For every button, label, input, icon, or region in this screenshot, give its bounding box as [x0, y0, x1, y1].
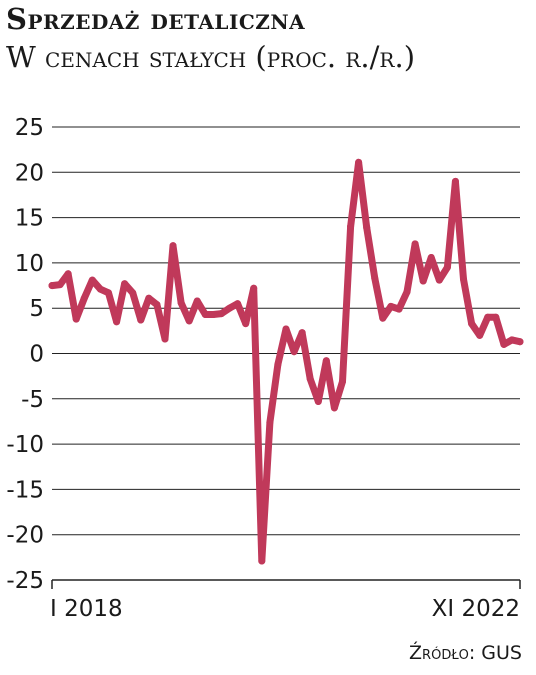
data-point: [185, 317, 193, 325]
data-point: [258, 557, 266, 565]
x-tick-label-end: XI 2022: [432, 596, 520, 622]
grid-lines: [52, 126, 520, 581]
data-point: [322, 357, 330, 365]
data-point: [169, 242, 177, 250]
data-point: [104, 289, 112, 297]
data-point: [298, 329, 306, 337]
data-point: [88, 276, 96, 284]
data-point: [121, 280, 129, 288]
data-point: [290, 348, 298, 356]
y-axis-ticks: 25 20 15 10 5 0 -5 -10 -15 -20 -25: [6, 115, 44, 594]
data-point: [476, 331, 484, 339]
data-point: [371, 274, 379, 282]
data-point: [72, 315, 80, 323]
data-point: [314, 398, 322, 406]
data-point: [274, 360, 282, 368]
data-point: [411, 240, 419, 248]
y-tick-label: 0: [29, 342, 44, 368]
data-point: [129, 289, 137, 297]
data-point: [201, 311, 209, 319]
data-point: [443, 263, 451, 271]
chart-subtitle: W cenach stałych (proc. r./r.): [6, 40, 416, 74]
series-layer: [48, 158, 524, 565]
data-point: [427, 253, 435, 261]
data-point: [363, 224, 371, 232]
data-point: [193, 297, 201, 305]
data-point: [395, 305, 403, 313]
data-point: [161, 335, 169, 343]
data-point: [460, 275, 468, 283]
y-tick-label: -15: [6, 477, 44, 503]
data-point: [338, 378, 346, 386]
y-tick-label: 25: [15, 115, 44, 141]
data-point: [209, 311, 217, 319]
chart-title: Sprzedaż detaliczna: [6, 2, 306, 36]
data-point: [508, 336, 516, 344]
data-point: [347, 223, 355, 231]
data-point: [500, 340, 508, 348]
data-point: [250, 284, 258, 292]
data-point: [330, 404, 338, 412]
data-point: [387, 302, 395, 310]
x-axis: I 2018 XI 2022: [50, 579, 521, 622]
series-line-retail-sales: [48, 158, 524, 565]
data-point: [64, 270, 72, 278]
y-tick-label: 15: [15, 206, 44, 232]
data-point: [419, 277, 427, 285]
data-point: [355, 158, 363, 166]
data-point: [56, 281, 64, 289]
data-point: [435, 276, 443, 284]
data-point: [451, 177, 459, 185]
data-point: [48, 282, 56, 290]
data-point: [145, 294, 153, 302]
data-point: [242, 320, 250, 328]
data-point: [217, 310, 225, 318]
y-tick-label: 5: [29, 296, 44, 322]
y-tick-label: 20: [15, 160, 44, 186]
data-point: [113, 318, 121, 326]
y-tick-label: -5: [21, 387, 44, 413]
y-tick-label: -20: [6, 523, 44, 549]
x-tick-label-start: I 2018: [50, 596, 123, 622]
data-point: [516, 338, 524, 346]
y-tick-label: -10: [6, 432, 44, 458]
data-point: [468, 320, 476, 328]
data-point: [492, 313, 500, 321]
data-point: [306, 375, 314, 383]
y-tick-label: 10: [15, 251, 44, 277]
data-point: [266, 418, 274, 426]
data-point: [177, 299, 185, 307]
data-point: [403, 288, 411, 296]
data-point: [96, 285, 104, 293]
data-point: [234, 300, 242, 308]
data-point: [226, 304, 234, 312]
data-point: [484, 313, 492, 321]
source-note: Źródło: GUS: [409, 642, 522, 664]
data-point: [282, 325, 290, 333]
data-point: [153, 301, 161, 309]
data-point: [379, 314, 387, 322]
data-point: [137, 316, 145, 324]
data-point: [80, 294, 88, 302]
y-tick-label: -25: [6, 568, 44, 594]
